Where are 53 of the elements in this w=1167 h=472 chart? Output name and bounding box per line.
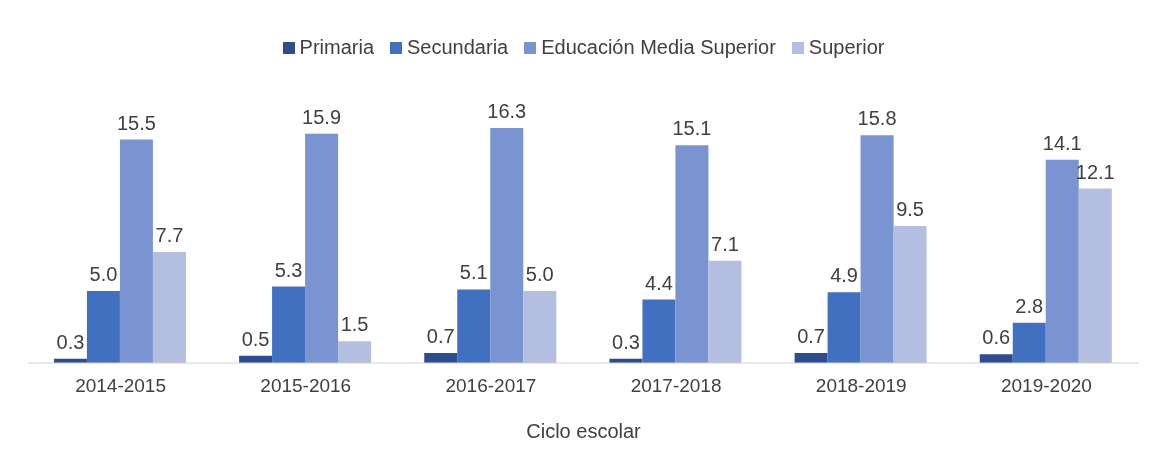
bar [305, 133, 339, 363]
legend-label: Superior [808, 36, 885, 59]
data-label: 15.5 [116, 111, 156, 134]
bar [272, 286, 306, 363]
x-tick-label: 2014-2015 [75, 375, 167, 397]
data-label: 14.1 [1042, 131, 1082, 154]
bar [457, 289, 491, 363]
data-label: 15.1 [672, 117, 712, 140]
bar [642, 299, 676, 363]
legend-label: Secundaria [407, 36, 509, 59]
data-label: 5.1 [459, 261, 488, 284]
bar [338, 341, 372, 363]
data-label: 1.5 [340, 313, 369, 336]
data-label: 5.0 [89, 262, 118, 285]
bar [523, 290, 557, 363]
x-tick-label: 2015-2016 [260, 375, 352, 397]
bar [860, 135, 894, 363]
data-label: 0.3 [56, 330, 85, 353]
bar [1078, 188, 1112, 363]
bar [708, 260, 742, 363]
data-label: 9.5 [896, 198, 924, 221]
data-label: 16.3 [487, 100, 527, 122]
legend-label: Educación Media Superior [541, 36, 776, 59]
data-label: 7.1 [711, 232, 739, 255]
data-label: 4.9 [830, 264, 858, 287]
bar [979, 354, 1013, 363]
bar [675, 145, 709, 363]
bar [827, 292, 861, 363]
bar [490, 128, 524, 363]
bar [1012, 322, 1046, 363]
bar [119, 139, 153, 363]
x-tick-label: 2016-2017 [445, 375, 537, 397]
data-label: 5.3 [274, 258, 303, 281]
data-label: 0.7 [426, 324, 455, 347]
x-tick-label: 2017-2018 [630, 375, 722, 397]
bar [152, 251, 186, 363]
bar [1045, 159, 1079, 363]
data-label: 4.4 [645, 271, 673, 294]
data-label: 15.8 [857, 107, 897, 130]
data-label: 0.3 [612, 330, 640, 353]
bar [86, 290, 120, 363]
x-tick-label: 2018-2019 [815, 375, 907, 397]
x-axis-title: Ciclo escolar [525, 420, 642, 443]
data-label: 7.7 [155, 223, 184, 246]
bar [893, 226, 927, 363]
data-label: 2.8 [1015, 294, 1044, 317]
data-label: 15.9 [302, 105, 342, 128]
data-label: 5.0 [525, 262, 554, 285]
legend-label: Primaria [299, 36, 375, 59]
data-label: 0.5 [241, 327, 270, 350]
x-tick-label: 2019-2020 [1000, 375, 1092, 397]
data-label: 0.7 [797, 324, 825, 347]
data-label: 0.6 [982, 326, 1011, 349]
